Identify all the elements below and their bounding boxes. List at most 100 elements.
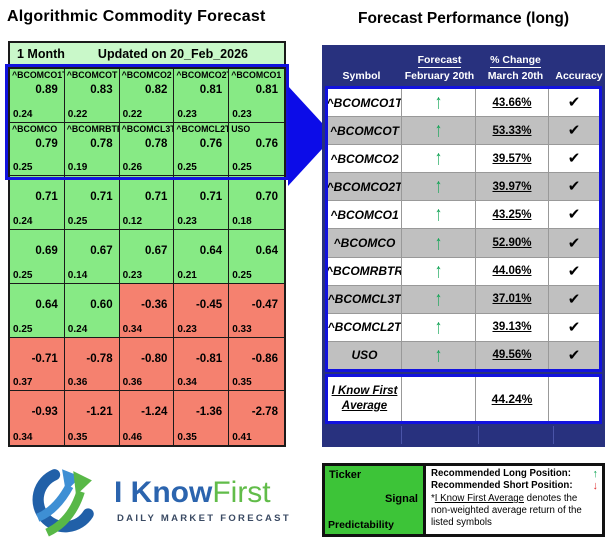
forecast-cell: -0.47 0.33	[229, 283, 284, 338]
forecast-cell: 0.71 0.24	[10, 176, 65, 231]
signal-value: -0.80	[141, 352, 168, 365]
table-row: ^BCOMCO2T ↑ 39.97% ✔	[328, 172, 599, 201]
predictability-value: 0.26	[122, 162, 143, 174]
change-cell: 39.97%	[476, 173, 549, 201]
accuracy-cell: ✔	[549, 173, 599, 200]
change-value: 44.06%	[492, 265, 532, 278]
signal-value: -0.45	[195, 298, 223, 311]
table-body: ^BCOMCO1T ↑ 43.66% ✔ ^BCOMCOT ↑ 53.33% ✔ ^BCOMCO…	[325, 86, 602, 372]
change-cell: 39.57%	[476, 145, 549, 173]
forecast-cell: -0.81 0.34	[174, 337, 230, 392]
change-value: 52.90%	[492, 237, 532, 250]
down-arrow-icon: ↓	[592, 479, 599, 492]
up-arrow-icon: ↑	[434, 91, 443, 115]
symbol-label: ^BCOMCO1	[330, 207, 399, 222]
change-value: 39.97%	[492, 180, 532, 193]
forecast-cell: -2.78 0.41	[229, 391, 284, 445]
predictability-value: 0.23	[177, 108, 197, 120]
forecast-cell: -1.21 0.35	[64, 391, 120, 445]
signal-value: 0.64	[35, 298, 58, 311]
signal-value: 0.60	[90, 298, 113, 311]
forecast-cell: ^BCOMCO1 0.81 0.23	[229, 69, 284, 123]
legend-text-area: Recommended Long Position: ↑ Recommended…	[426, 466, 602, 534]
forecast-cell: 0.64 0.25	[10, 283, 65, 338]
accuracy-header: Accuracy	[553, 45, 605, 86]
accuracy-cell: ✔	[549, 342, 599, 369]
table-row: ^BCOMCO1T ↑ 43.66% ✔	[328, 89, 599, 117]
average-label-line1: I Know First	[331, 385, 398, 398]
accuracy-cell: ✔	[549, 89, 599, 116]
table-row: ^BCOMCO2 ↑ 39.57% ✔	[328, 144, 599, 173]
table-row: USO ↑ 49.56% ✔	[328, 340, 599, 369]
signal-value: -0.78	[86, 352, 113, 365]
legend-average-note: *I Know First Average denotes the non-we…	[431, 493, 598, 529]
table-footer	[322, 424, 605, 444]
note-underlined-term: I Know First Average	[434, 493, 524, 505]
predictability-value: 0.41	[232, 432, 252, 443]
change-value: 39.57%	[492, 152, 532, 165]
symbol-cell: ^BCOMCO1T	[328, 89, 402, 117]
signal-value: -1.24	[141, 406, 168, 419]
signal-value: 0.83	[90, 84, 113, 96]
forecast-cell: 0.71 0.23	[174, 176, 230, 231]
ticker-label: ^BCOMRBTR	[66, 123, 120, 134]
forecast-cell: -0.78 0.36	[64, 337, 120, 392]
predictability-value: 0.18	[232, 216, 252, 228]
change-cell: 53.33%	[476, 117, 549, 145]
forecast-cell: -0.80 0.36	[119, 337, 175, 392]
predictability-value: 0.34	[177, 377, 197, 389]
check-icon: ✔	[567, 234, 581, 252]
forecast-cell: ^BCOMCO1T 0.89 0.24	[10, 69, 65, 123]
logo-wordmark: I KnowFirst	[114, 476, 271, 510]
check-icon: ✔	[567, 318, 581, 336]
up-arrow-icon: ↑	[434, 175, 443, 199]
average-value: 44.24%	[491, 392, 533, 406]
forecast-arrow-cell: ↑	[402, 285, 476, 313]
forecast-cell: ^BCOMCO2 0.82 0.22	[119, 69, 175, 123]
table-row: ^BCOMCL2T ↑ 39.13% ✔	[328, 312, 599, 341]
predictability-value: 0.34	[13, 432, 33, 443]
predictability-value: 0.35	[232, 377, 252, 389]
predictability-value: 0.25	[177, 162, 197, 174]
symbol-cell: ^BCOMCO1	[328, 201, 402, 229]
symbol-label: ^BCOMCO	[333, 236, 396, 251]
symbol-label: ^BCOMRBTR	[328, 264, 402, 279]
table-row: ^BCOMRBTR ↑ 44.06% ✔	[328, 256, 599, 285]
predictability-value: 0.22	[67, 108, 88, 120]
forecast-cell: 0.67 0.14	[64, 230, 120, 284]
signal-value: 0.71	[145, 191, 168, 204]
signal-value: 0.76	[255, 137, 278, 150]
predictability-value: 0.23	[177, 216, 197, 228]
accuracy-cell: ✔	[549, 145, 599, 172]
symbol-header-label: Symbol	[342, 70, 381, 82]
predictability-value: 0.25	[232, 162, 252, 174]
predictability-value: 0.36	[67, 377, 88, 389]
change-cell: 37.01%	[476, 285, 549, 313]
forecast-arrow-cell: ↑	[402, 89, 476, 117]
predictability-value: 0.23	[232, 108, 252, 120]
forecast-arrow-cell: ↑	[402, 173, 476, 201]
accuracy-cell: ✔	[549, 258, 599, 285]
forecast-heatmap-grid: ^BCOMCO1T 0.89 0.24 ^BCOMCOT 0.83 0.22 ^BCOMCO…	[8, 67, 286, 447]
forecast-cell: 0.71 0.12	[119, 176, 175, 231]
symbol-cell: ^BCOMCO	[328, 229, 402, 257]
forecast-cell: 0.71 0.25	[64, 176, 120, 231]
change-header: % Change March 20th	[478, 45, 553, 86]
average-empty-cell	[402, 377, 476, 421]
note-asterisk: *	[431, 493, 435, 505]
predictability-value: 0.35	[177, 432, 197, 443]
signal-value: 0.64	[199, 245, 223, 258]
predictability-value: 0.25	[67, 216, 88, 228]
forecast-arrow-cell: ↑	[402, 201, 476, 229]
ticker-label: ^BCOMCO2T	[176, 70, 230, 80]
legend-signal-label: Signal	[384, 493, 418, 505]
change-value: 43.25%	[492, 208, 532, 221]
check-icon: ✔	[567, 122, 581, 140]
change-value: 43.66%	[492, 96, 532, 109]
average-row: I Know First Average 44.24%	[325, 374, 602, 424]
forecast-cell: -1.24 0.46	[119, 391, 175, 445]
forecast-cell: -0.93 0.34	[10, 391, 65, 445]
check-icon: ✔	[567, 262, 581, 280]
signal-value: 0.67	[90, 245, 113, 258]
up-arrow-icon: ↑	[434, 119, 443, 143]
